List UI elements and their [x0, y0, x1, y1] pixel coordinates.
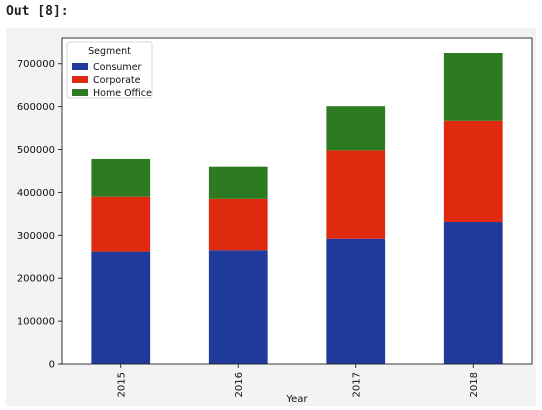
- chart-figure: 0 100000 200000 300000 400000 500000 600000 700…: [6, 28, 536, 406]
- legend-label-corporate: Corporate: [93, 75, 141, 86]
- y-tick-label-0: 0: [49, 360, 55, 371]
- bar-corporate-2018: [443, 120, 503, 223]
- y-tick-label-200000: 200000: [17, 274, 55, 285]
- y-tick-label-100000: 100000: [17, 317, 55, 328]
- bars-group: [91, 53, 503, 364]
- y-axis: 0 100000 200000 300000 400000 500000 600000 700…: [17, 59, 62, 371]
- plot-frame: [61, 37, 533, 365]
- x-tick-label-2017: 2017: [351, 372, 362, 397]
- legend-label-home-office: Home Office: [93, 88, 152, 99]
- bar-home-office-2017: [326, 106, 386, 151]
- y-tick-label-700000: 700000: [17, 59, 55, 70]
- bar-corporate-2016: [208, 198, 268, 251]
- legend: Segment Consumer Corporate Home Office: [66, 41, 153, 99]
- bar-home-office-2015: [91, 158, 151, 197]
- output-prompt: Out [8]:: [6, 4, 69, 19]
- y-tick-label-500000: 500000: [17, 145, 55, 156]
- x-tick-label-2015: 2015: [116, 372, 127, 397]
- stacked-bar-chart: 0 100000 200000 300000 400000 500000 600000 700…: [17, 37, 533, 405]
- bar-consumer-2015: [91, 251, 151, 364]
- bar-consumer-2016: [208, 250, 268, 364]
- legend-label-consumer: Consumer: [93, 62, 142, 73]
- bar-home-office-2018: [443, 53, 503, 121]
- y-tick-label-300000: 300000: [17, 231, 55, 242]
- legend-title: Segment: [88, 46, 131, 57]
- x-tick-label-2018: 2018: [469, 372, 480, 397]
- legend-box: [66, 41, 153, 99]
- legend-swatch-corporate: [72, 76, 88, 83]
- legend-swatch-consumer: [72, 63, 88, 70]
- bar-corporate-2017: [326, 150, 386, 239]
- y-tick-label-600000: 600000: [17, 102, 55, 113]
- bar-consumer-2018: [443, 222, 503, 364]
- bar-home-office-2016: [208, 166, 268, 199]
- x-axis: 2015 2016 2017 2018: [116, 364, 480, 397]
- bar-corporate-2015: [91, 196, 151, 252]
- x-tick-label-2016: 2016: [234, 372, 245, 397]
- x-axis-label: Year: [285, 394, 308, 405]
- bar-consumer-2017: [326, 238, 386, 364]
- legend-swatch-home-office: [72, 89, 88, 96]
- y-tick-label-400000: 400000: [17, 188, 55, 199]
